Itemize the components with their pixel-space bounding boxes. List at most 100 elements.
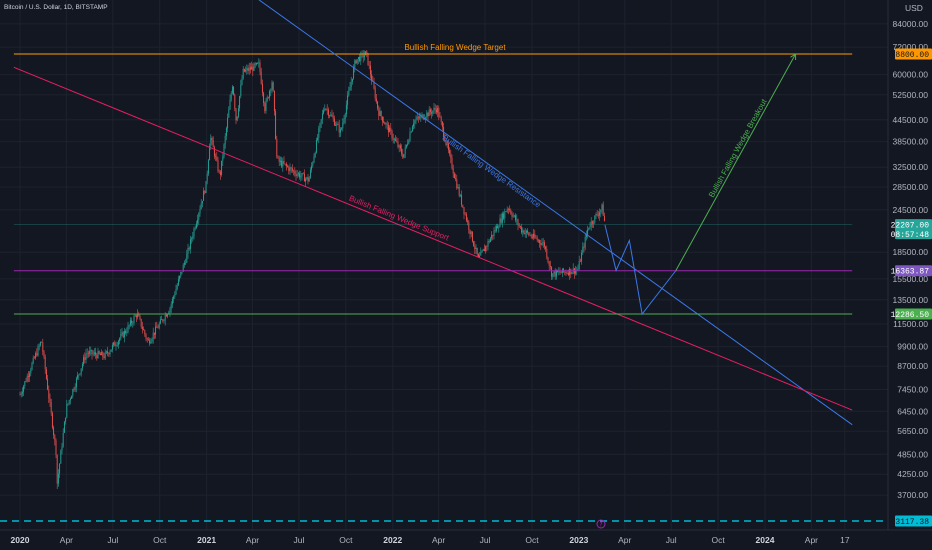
candle-body xyxy=(468,221,470,230)
candle-body xyxy=(504,211,506,219)
candle-body xyxy=(84,357,86,360)
candle-body xyxy=(63,421,65,433)
candle-body xyxy=(203,190,205,201)
candle-body xyxy=(579,260,581,262)
candle-body xyxy=(26,376,28,382)
wedge-support-line[interactable] xyxy=(13,66,853,411)
candle-body xyxy=(44,356,46,370)
candle-body xyxy=(351,78,353,82)
candle-body xyxy=(451,158,453,169)
price-tag: 16363.87 xyxy=(891,265,932,277)
price-tag: 3117.38 xyxy=(895,515,932,527)
candle-body xyxy=(547,257,549,262)
candle-body xyxy=(68,400,70,404)
candle-body xyxy=(210,137,212,147)
candle-body xyxy=(495,226,497,231)
candle-body xyxy=(555,270,557,277)
candle-body xyxy=(578,260,580,269)
candle-body xyxy=(248,67,250,71)
candle-body xyxy=(233,86,235,95)
candle-body xyxy=(141,326,143,330)
candle-body xyxy=(83,357,85,365)
candle-body xyxy=(570,268,572,275)
price-tag-value: 68800.00 xyxy=(891,51,930,60)
candle-body xyxy=(463,207,465,214)
candle-body xyxy=(161,319,163,320)
candle-body xyxy=(601,204,603,210)
candle-body xyxy=(485,246,487,252)
candle-body xyxy=(527,230,529,233)
candle-body xyxy=(336,123,338,126)
candle-body xyxy=(103,356,105,358)
candle-body xyxy=(559,271,561,273)
candle-body xyxy=(152,332,154,339)
candle-body xyxy=(93,352,95,354)
candle-body xyxy=(179,275,181,280)
candle-body xyxy=(42,342,44,352)
candle-body xyxy=(435,109,437,113)
candle-body xyxy=(163,320,165,322)
candle-body xyxy=(215,156,217,158)
candle-body xyxy=(305,178,307,182)
candle-body xyxy=(441,121,443,127)
candle-body xyxy=(296,174,298,176)
candle-body xyxy=(283,161,285,164)
candle-body xyxy=(201,200,203,204)
candle-body xyxy=(475,247,477,250)
x-tick-label: 2024 xyxy=(756,535,775,545)
time-axis[interactable] xyxy=(0,530,932,550)
candle-body xyxy=(511,213,513,217)
candle-body xyxy=(324,108,326,111)
candle-body xyxy=(43,351,45,357)
drawings[interactable] xyxy=(0,0,888,522)
wedge-resistance-line[interactable] xyxy=(201,0,853,426)
candle-body xyxy=(127,325,129,333)
y-tick-label: 38500.00 xyxy=(893,137,929,147)
candle-body xyxy=(391,130,393,139)
candle-body xyxy=(165,314,167,317)
price-tag-value: 3117.38 xyxy=(895,518,929,527)
candle-body xyxy=(73,389,75,390)
candle-body xyxy=(114,342,116,347)
candle-body xyxy=(325,108,327,110)
candle-body xyxy=(371,74,373,81)
candle-body xyxy=(119,338,121,341)
candle-body xyxy=(306,177,308,179)
candle-body xyxy=(39,342,41,346)
breakout-arrow[interactable] xyxy=(675,53,797,271)
replay-icon[interactable]: ? xyxy=(596,519,606,529)
candle-body xyxy=(120,334,122,339)
candle-body xyxy=(368,64,370,66)
price-tag: 68800.00 xyxy=(891,48,932,60)
candle-body xyxy=(471,231,473,242)
candle-body xyxy=(318,128,320,138)
candle-body xyxy=(55,440,57,455)
candle-body xyxy=(276,139,278,157)
candle-body xyxy=(29,373,31,377)
candle-body xyxy=(290,167,292,169)
candle-body xyxy=(32,357,34,364)
candle-body xyxy=(155,326,157,335)
candle-body xyxy=(476,247,478,255)
projection-path[interactable] xyxy=(604,224,677,316)
candle-body xyxy=(45,369,47,379)
candle-body xyxy=(530,234,532,237)
x-tick-label: Jul xyxy=(293,535,304,545)
candle-body xyxy=(434,107,436,110)
candle-body xyxy=(204,190,206,193)
x-tick-label: Jul xyxy=(666,535,677,545)
candle-body xyxy=(458,187,460,196)
candle-body xyxy=(344,114,346,120)
candle-body xyxy=(354,60,356,68)
candle-body xyxy=(217,160,219,172)
candle-body xyxy=(239,96,241,109)
candle-body xyxy=(113,342,115,346)
candle-body xyxy=(241,78,243,85)
candle-body xyxy=(390,127,392,131)
candle-body xyxy=(360,53,362,62)
candle-body xyxy=(255,63,257,65)
candle-body xyxy=(516,219,518,221)
candle-body xyxy=(231,86,233,94)
y-tick-label: 4850.00 xyxy=(897,449,928,459)
